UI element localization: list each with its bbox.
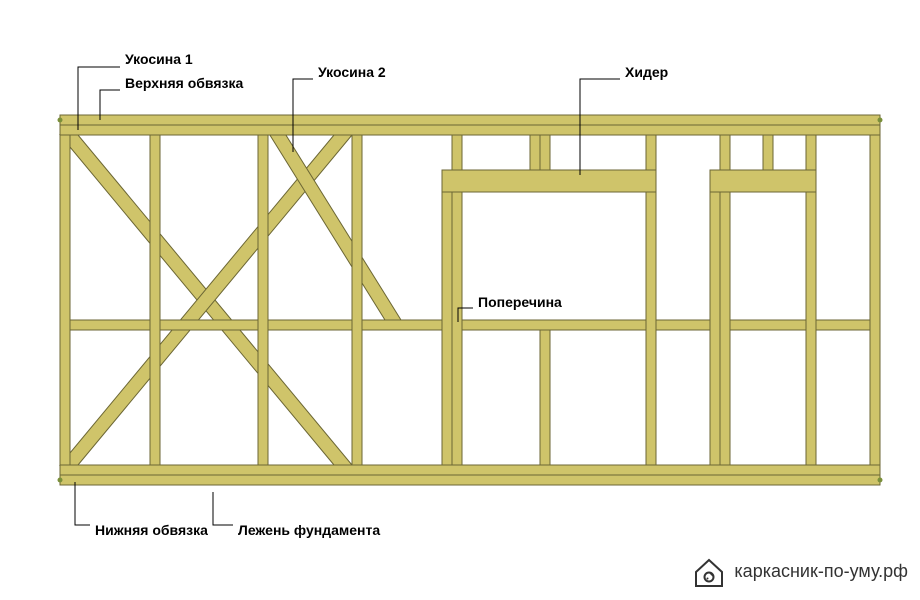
mid-rail xyxy=(60,320,880,330)
door-jack-left xyxy=(710,192,720,465)
corner-dot xyxy=(878,478,883,483)
brace-2 xyxy=(268,132,401,320)
cripple-under-sill xyxy=(540,330,550,465)
label-sill: Лежень фундамента xyxy=(238,522,380,538)
door-header xyxy=(710,170,816,192)
house-icon xyxy=(692,554,726,588)
foundation-sill xyxy=(60,475,880,485)
stud xyxy=(530,135,540,170)
stud xyxy=(258,135,268,465)
top-plate-lower xyxy=(60,125,880,135)
corner-dot xyxy=(58,118,63,123)
window-jack-right xyxy=(646,192,656,465)
watermark: каркасник-по-уму.рф xyxy=(692,554,908,588)
label-ukosina1: Укосина 1 xyxy=(125,51,193,67)
label-header: Хидер xyxy=(625,64,668,80)
corner-dot xyxy=(878,118,883,123)
corner-dot xyxy=(58,478,63,483)
cripple-stud xyxy=(763,135,773,170)
window-jack-left xyxy=(442,192,452,465)
label-ukosina2: Укосина 2 xyxy=(318,64,386,80)
top-plate-upper xyxy=(60,115,880,125)
stud xyxy=(352,135,362,465)
watermark-text: каркасник-по-уму.рф xyxy=(734,561,908,582)
stud xyxy=(60,135,70,465)
label-crossbar: Поперечина xyxy=(478,294,562,310)
stud xyxy=(870,135,880,465)
bottom-plate xyxy=(60,465,880,475)
label-bottom_plate: Нижняя обвязка xyxy=(95,522,208,538)
label-top_plate: Верхняя обвязка xyxy=(125,75,243,91)
stud xyxy=(150,135,160,465)
window-header xyxy=(442,170,656,192)
cripple-stud xyxy=(540,135,550,170)
door-jack-right xyxy=(806,192,816,465)
